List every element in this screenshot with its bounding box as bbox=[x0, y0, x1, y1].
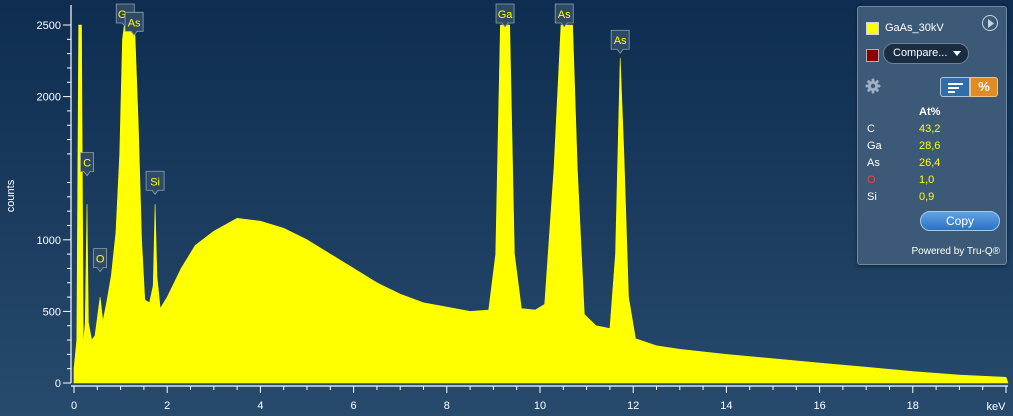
peak-label-box bbox=[610, 29, 630, 54]
peak-label-text: As bbox=[614, 35, 627, 47]
x-tick-label: 14 bbox=[720, 400, 732, 412]
x-tick-label: 4 bbox=[257, 400, 263, 412]
x-axis-label: keV bbox=[987, 401, 1007, 413]
element-symbol: Si bbox=[867, 191, 877, 203]
peak-label[interactable]: Si bbox=[145, 170, 165, 195]
x-tick-label: 18 bbox=[907, 400, 919, 412]
list-line bbox=[948, 87, 959, 89]
peak-label-text: C bbox=[83, 158, 91, 170]
x-tick-label: 6 bbox=[351, 400, 357, 412]
x-tick-label: 2 bbox=[164, 400, 170, 412]
element-symbol: C bbox=[867, 123, 875, 135]
peak-label[interactable]: O bbox=[93, 248, 107, 273]
peak-label-box bbox=[124, 11, 144, 36]
list-view-button[interactable] bbox=[940, 77, 970, 97]
element-symbol: As bbox=[867, 157, 880, 169]
percent-view-button[interactable]: % bbox=[970, 77, 998, 97]
element-row: Ga 28,6 bbox=[858, 140, 1006, 157]
x-tick-label: 16 bbox=[813, 400, 825, 412]
peak-label[interactable]: Ga bbox=[495, 3, 515, 28]
compare-color-swatch[interactable] bbox=[866, 49, 879, 62]
peak-label-box bbox=[93, 248, 107, 273]
list-line bbox=[948, 91, 955, 93]
compare-dropdown-label: Compare... bbox=[893, 47, 948, 59]
peak-label-text: Si bbox=[150, 176, 160, 188]
y-tick-label: 1000 bbox=[37, 235, 61, 247]
peak-label[interactable]: As bbox=[124, 11, 144, 36]
list-lines-icon bbox=[948, 83, 963, 85]
spectrum-name: GaAs_30kV bbox=[885, 22, 944, 34]
element-value: 1,0 bbox=[919, 174, 935, 186]
peak-label-box bbox=[495, 3, 515, 28]
copy-button[interactable]: Copy bbox=[920, 211, 1000, 231]
peak-label-text: Ga bbox=[498, 9, 514, 21]
gear-icon[interactable] bbox=[865, 78, 881, 94]
peak-label-box bbox=[554, 3, 574, 28]
peak-label-text: As bbox=[128, 17, 141, 29]
peak-label-text: O bbox=[96, 254, 105, 266]
chevron-down-icon bbox=[953, 51, 961, 56]
y-tick-label: 2000 bbox=[37, 92, 61, 104]
peak-label[interactable]: As bbox=[554, 3, 574, 28]
peak-label-box bbox=[80, 152, 94, 177]
x-tick-label: 0 bbox=[71, 400, 77, 412]
peak-label[interactable]: As bbox=[610, 29, 630, 54]
y-tick-label: 0 bbox=[55, 378, 61, 390]
peak-label-text: As bbox=[558, 9, 571, 21]
element-row: As 26,4 bbox=[858, 157, 1006, 174]
element-row: C 43,2 bbox=[858, 123, 1006, 140]
element-symbol: O bbox=[867, 174, 876, 186]
peak-label[interactable]: C bbox=[80, 152, 94, 177]
peak-label-box bbox=[145, 170, 165, 195]
quantification-panel: GaAs_30kV Compare... % At% C 43,2 Ga 28,6 As… bbox=[857, 6, 1007, 265]
y-tick-label: 2500 bbox=[37, 20, 61, 32]
element-row: O 1,0 bbox=[858, 174, 1006, 191]
atomic-percent-header: At% bbox=[919, 106, 941, 118]
element-value: 43,2 bbox=[919, 123, 941, 135]
element-value: 28,6 bbox=[919, 140, 941, 152]
y-tick-label: 500 bbox=[43, 306, 61, 318]
spectrum-color-swatch[interactable] bbox=[866, 22, 879, 35]
x-tick-label: 8 bbox=[444, 400, 450, 412]
element-value: 26,4 bbox=[919, 157, 941, 169]
powered-by-text: Powered by Tru-Q® bbox=[911, 246, 1000, 257]
spectrum-area bbox=[73, 24, 1009, 384]
x-tick-label: 12 bbox=[627, 400, 639, 412]
y-axis-label: counts bbox=[5, 179, 17, 212]
element-row: Si 0,9 bbox=[858, 191, 1006, 208]
element-value: 0,9 bbox=[919, 191, 935, 203]
play-icon[interactable] bbox=[982, 15, 998, 31]
compare-dropdown[interactable]: Compare... bbox=[883, 43, 969, 64]
element-symbol: Ga bbox=[867, 140, 882, 152]
x-tick-label: 10 bbox=[534, 400, 546, 412]
